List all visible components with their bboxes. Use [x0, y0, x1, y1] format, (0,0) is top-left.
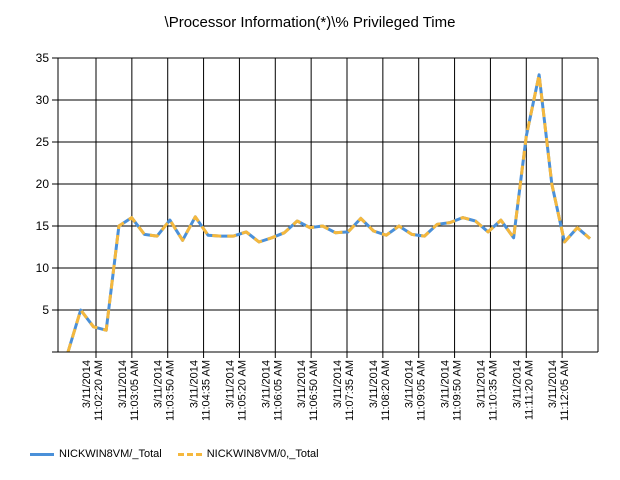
x-tick-date: 3/11/2014: [511, 360, 523, 408]
legend-swatch-solid: [30, 452, 54, 456]
legend-item-zero-total: NICKWIN8VM/0,_Total: [177, 448, 319, 460]
grid: [58, 57, 599, 358]
x-tick-date: 3/11/2014: [296, 360, 308, 408]
y-tick-label: 15: [36, 219, 50, 233]
x-tick-label: 3/11/2014 11:09:05 AM: [404, 360, 428, 421]
x-tick-label: 3/11/2014 11:03:05 AM: [117, 360, 141, 421]
legend-item-total: NICKWIN8VM/_Total: [30, 448, 162, 460]
x-tick-time: 11:07:35 AM: [344, 360, 356, 421]
y-tick-label: 35: [36, 51, 50, 65]
x-tick-time: 11:08:20 AM: [380, 360, 392, 421]
x-tick-date: 3/11/2014: [153, 360, 165, 408]
x-tick-date: 3/11/2014: [332, 360, 344, 408]
x-tick-label: 3/11/2014 11:03:50 AM: [153, 360, 177, 421]
x-tick-time: 11:06:50 AM: [308, 360, 320, 421]
legend-label: NICKWIN8VM/_Total: [59, 448, 162, 460]
x-tick-label: 3/11/2014 11:06:50 AM: [296, 360, 320, 421]
legend: NICKWIN8VM/_Total NICKWIN8VM/0,_Total: [30, 444, 335, 464]
x-tick-label: 3/11/2014 11:12:05 AM: [547, 360, 571, 421]
y-axis-ticks: 5 10 15 20 25 30 35: [36, 51, 58, 353]
x-tick-label: 3/11/2014 11:09:50 AM: [440, 360, 464, 421]
x-tick-time: 11:03:50 AM: [165, 360, 177, 421]
x-tick-time: 11:11:20 AM: [523, 360, 535, 420]
y-tick-label: 10: [36, 261, 50, 275]
x-tick-time: 11:05:20 AM: [236, 360, 248, 421]
x-tick-label: 3/11/2014 11:06:05 AM: [260, 360, 284, 421]
y-tick-label: 30: [36, 93, 50, 107]
x-tick-time: 11:03:05 AM: [129, 360, 141, 421]
x-tick-label: 3/11/2014 11:10:35 AM: [475, 360, 499, 421]
x-tick-time: 11:10:35 AM: [487, 360, 499, 421]
x-tick-label: 3/11/2014 11:05:20 AM: [224, 360, 248, 421]
x-tick-date: 3/11/2014: [368, 360, 380, 408]
x-tick-time: 11:02:20 AM: [93, 360, 105, 421]
x-tick-time: 11:04:35 AM: [201, 360, 213, 421]
legend-swatch-dashed: [177, 452, 202, 456]
legend-label: NICKWIN8VM/0,_Total: [206, 448, 319, 460]
x-tick-label: 3/11/2014 11:07:35 AM: [332, 360, 356, 421]
x-axis-ticks: 3/11/2014 11:02:20 AM 3/11/2014 11:03:05 AM…: [81, 360, 571, 421]
series-layer: [66, 73, 591, 353]
x-tick-label: 3/11/2014 11:02:20 AM: [81, 360, 105, 421]
x-tick-date: 3/11/2014: [260, 360, 272, 408]
x-tick-date: 3/11/2014: [81, 360, 93, 408]
y-tick-label: 20: [36, 177, 50, 191]
x-tick-time: 11:09:50 AM: [452, 360, 464, 421]
y-tick-label: 5: [42, 303, 49, 317]
x-tick-date: 3/11/2014: [440, 360, 452, 408]
x-tick-label: 3/11/2014 11:04:35 AM: [189, 360, 213, 421]
y-tick-label: 25: [36, 135, 50, 149]
x-tick-time: 11:06:05 AM: [272, 360, 284, 421]
series-line-1: [66, 73, 591, 353]
x-tick-date: 3/11/2014: [404, 360, 416, 408]
x-tick-date: 3/11/2014: [475, 360, 487, 408]
x-tick-date: 3/11/2014: [224, 360, 236, 408]
chart-title: \Processor Information(*)\% Privileged T…: [164, 14, 456, 31]
x-tick-label: 3/11/2014 11:11:20 AM: [511, 360, 535, 420]
x-tick-date: 3/11/2014: [117, 360, 129, 408]
x-tick-label: 3/11/2014 11:08:20 AM: [368, 360, 392, 421]
x-tick-time: 11:12:05 AM: [559, 360, 571, 421]
x-tick-date: 3/11/2014: [189, 360, 201, 408]
x-tick-time: 11:09:05 AM: [416, 360, 428, 421]
x-tick-date: 3/11/2014: [547, 360, 559, 408]
